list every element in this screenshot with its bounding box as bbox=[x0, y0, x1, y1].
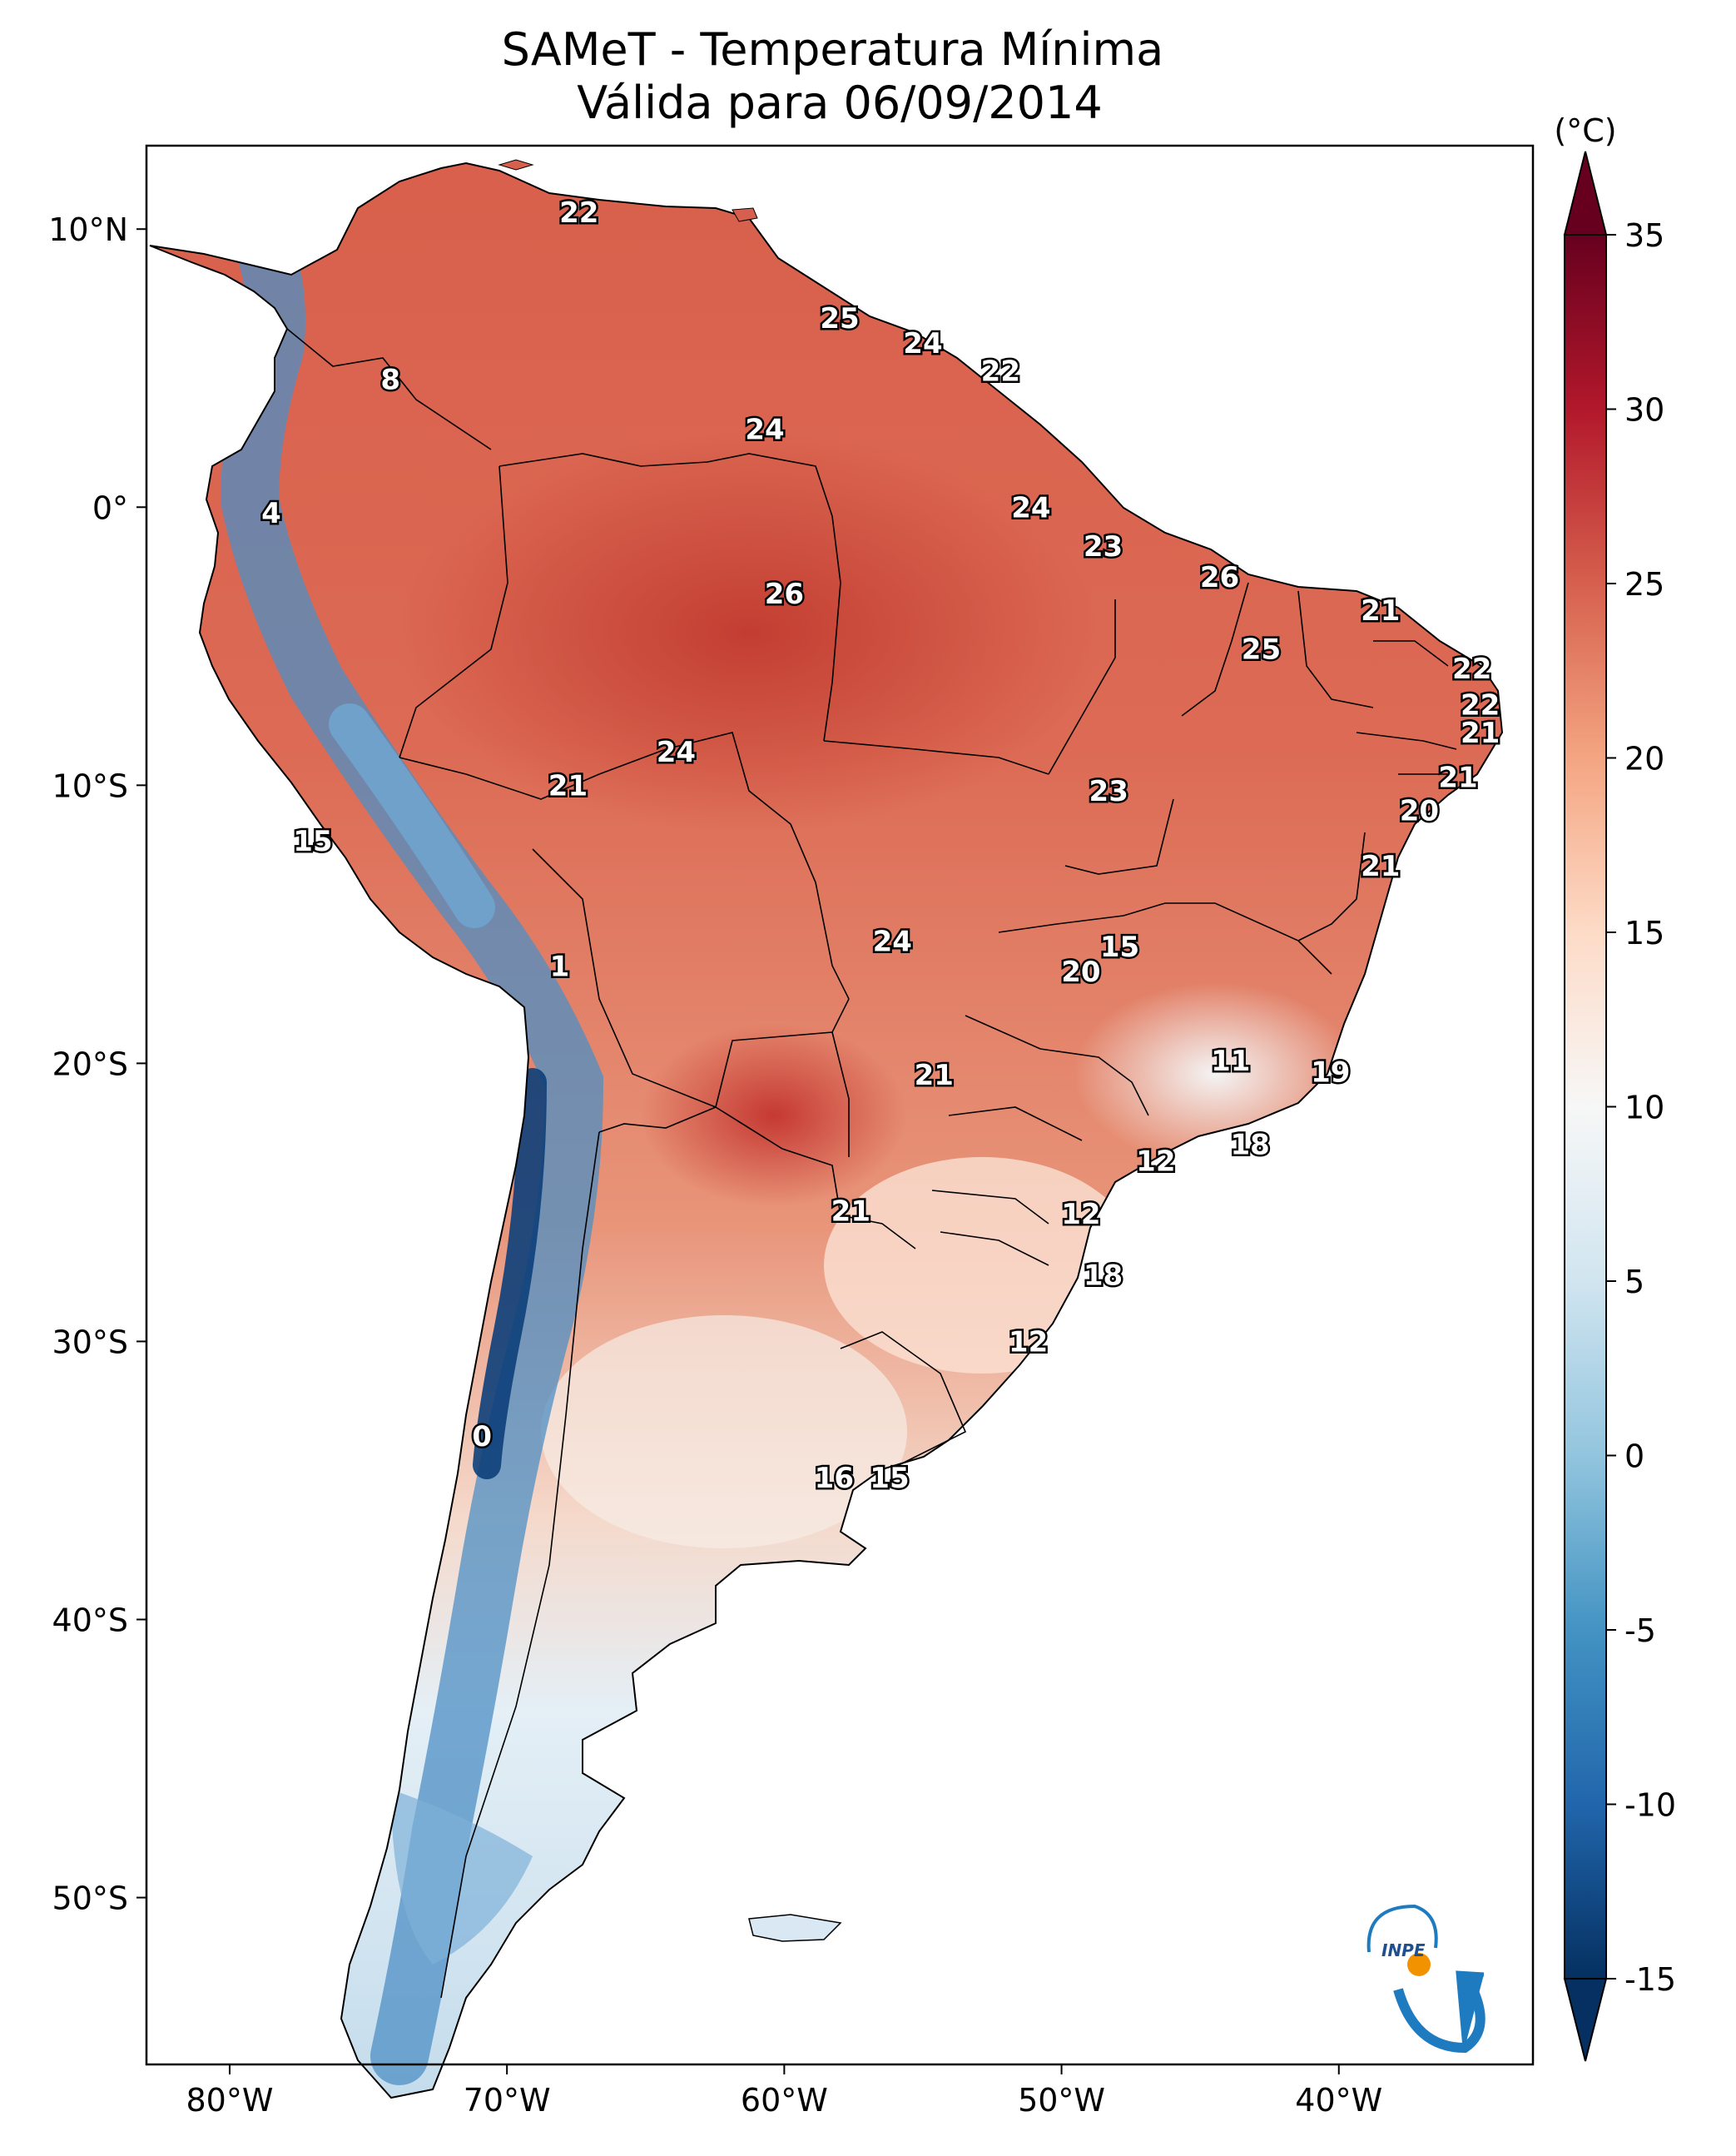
temperature-label: 15 bbox=[1100, 931, 1139, 964]
temperature-label: 21 bbox=[831, 1195, 870, 1228]
temperature-label: 15 bbox=[870, 1462, 909, 1495]
temperature-label: 23 bbox=[1089, 775, 1128, 808]
colorbar-tick-label: 10 bbox=[1624, 1090, 1664, 1126]
temperature-label: 20 bbox=[1061, 956, 1100, 989]
lat-tick-label: 0° bbox=[92, 489, 128, 526]
temperature-label: 12 bbox=[1061, 1198, 1100, 1231]
paraguay-hot-spot bbox=[641, 1024, 907, 1207]
temperature-label: 0 bbox=[472, 1420, 492, 1453]
colorbar-tick-label: 30 bbox=[1624, 392, 1664, 429]
temperature-label: 12 bbox=[1009, 1325, 1048, 1359]
temperature-label: 4 bbox=[261, 497, 281, 530]
colorbar-tick-label: 5 bbox=[1624, 1264, 1644, 1300]
temperature-field bbox=[149, 162, 1503, 2099]
title-line-2: Válida para 06/09/2014 bbox=[577, 77, 1102, 129]
colorbar-tick-label: 25 bbox=[1624, 566, 1664, 603]
colorbar: (°C) 35 30 25 20 15 10 5 0 -5 -10 -15 bbox=[1554, 112, 1676, 2062]
temperature-label: 22 bbox=[981, 355, 1020, 389]
temperature-label: 8 bbox=[380, 364, 400, 397]
lon-tick-label: 50°W bbox=[1018, 2082, 1105, 2119]
temperature-label: 25 bbox=[820, 302, 859, 335]
amazon-warm-core bbox=[399, 433, 1099, 832]
temperature-label: 15 bbox=[293, 825, 332, 858]
temperature-label: 1 bbox=[550, 950, 570, 983]
temperature-label: 22 bbox=[1452, 653, 1491, 686]
colorbar-max-extension bbox=[1563, 151, 1608, 236]
lat-tick-label: 40°S bbox=[52, 1602, 128, 1639]
temperature-label: 26 bbox=[1200, 561, 1239, 594]
colorbar-tick-label: -5 bbox=[1624, 1612, 1656, 1649]
lat-tick-label: 20°S bbox=[52, 1046, 128, 1082]
lat-tick-label: 10°S bbox=[52, 768, 128, 804]
inpe-logo-arrow-icon bbox=[1456, 1970, 1485, 2049]
colorbar-tick-label: 35 bbox=[1624, 217, 1664, 254]
temperature-label: 20 bbox=[1400, 794, 1439, 827]
temperature-label: 24 bbox=[745, 414, 784, 447]
temperature-label: 16 bbox=[815, 1462, 854, 1495]
temperature-label: 12 bbox=[1136, 1145, 1175, 1178]
temperature-label: 19 bbox=[1311, 1056, 1350, 1089]
temperature-label: 23 bbox=[1084, 530, 1123, 564]
lat-tick-label: 30°S bbox=[52, 1324, 128, 1360]
lat-tick-label: 50°S bbox=[52, 1880, 128, 1917]
temperature-label: 22 bbox=[559, 196, 598, 230]
colorbar-tick-label: 0 bbox=[1624, 1438, 1644, 1475]
inpe-logo: INPE bbox=[1366, 1904, 1486, 2054]
temperature-label: 21 bbox=[1461, 717, 1500, 750]
temperature-label: 21 bbox=[548, 769, 588, 802]
pampas-cool bbox=[541, 1315, 907, 1548]
country-borders bbox=[286, 328, 1457, 1999]
inpe-logo-swoosh bbox=[1393, 1988, 1486, 2054]
temperature-label: 22 bbox=[1461, 688, 1500, 722]
latitude-axis: 10°N 0° 10°S 20°S 30°S 40°S 50°S bbox=[48, 211, 146, 1917]
colorbar-tick-label: -10 bbox=[1624, 1787, 1676, 1824]
colorbar-tick-label: 15 bbox=[1624, 915, 1664, 951]
inpe-logo-text: INPE bbox=[1381, 1940, 1426, 1960]
andes-cold-core bbox=[473, 1068, 547, 1479]
map-title: SAMeT - Temperatura Mínima Válida para 0… bbox=[502, 23, 1178, 129]
title-line-1: SAMeT - Temperatura Mínima bbox=[502, 23, 1164, 76]
lon-tick-label: 40°W bbox=[1295, 2082, 1382, 2119]
lon-tick-label: 60°W bbox=[741, 2082, 828, 2119]
temperature-label: 24 bbox=[903, 327, 942, 360]
temperature-label: 25 bbox=[1242, 633, 1281, 667]
falkland-islands bbox=[748, 1914, 842, 1942]
temperature-label: 21 bbox=[915, 1059, 954, 1092]
temperature-label: 21 bbox=[1361, 850, 1400, 883]
temperature-label: 11 bbox=[1211, 1045, 1250, 1078]
andes-cold-band bbox=[220, 187, 604, 2085]
temperature-label: 24 bbox=[873, 925, 912, 958]
temperature-label: 21 bbox=[1438, 761, 1477, 794]
colorbar-min-extension bbox=[1563, 1978, 1608, 2062]
temperature-label: 18 bbox=[1230, 1128, 1269, 1161]
colorbar-body bbox=[1564, 234, 1607, 1980]
temperature-label: 18 bbox=[1084, 1259, 1123, 1292]
inpe-logo-sun bbox=[1407, 1953, 1431, 1976]
temperature-label: 24 bbox=[1011, 491, 1050, 524]
lon-tick-label: 70°W bbox=[464, 2082, 551, 2119]
temperature-label: 21 bbox=[1361, 594, 1400, 628]
colorbar-unit: (°C) bbox=[1554, 112, 1616, 149]
longitude-axis: 80°W 70°W 60°W 50°W 40°W bbox=[186, 2064, 1382, 2119]
colorbar-tick-label: 20 bbox=[1624, 741, 1664, 777]
map-frame bbox=[145, 144, 1535, 2066]
lat-tick-label: 10°N bbox=[48, 211, 128, 248]
colorbar-tick-label: -15 bbox=[1624, 1961, 1676, 1998]
inpe-logo-orbit bbox=[1366, 1904, 1438, 1953]
colorbar-ticks: 35 30 25 20 15 10 5 0 -5 -10 -15 bbox=[1606, 217, 1676, 1998]
temperature-label: 24 bbox=[657, 736, 696, 769]
caribbean-islands bbox=[498, 159, 758, 222]
andes-cold-core-north bbox=[329, 703, 495, 928]
temperature-label: 26 bbox=[765, 578, 804, 611]
lon-tick-label: 80°W bbox=[186, 2082, 273, 2119]
